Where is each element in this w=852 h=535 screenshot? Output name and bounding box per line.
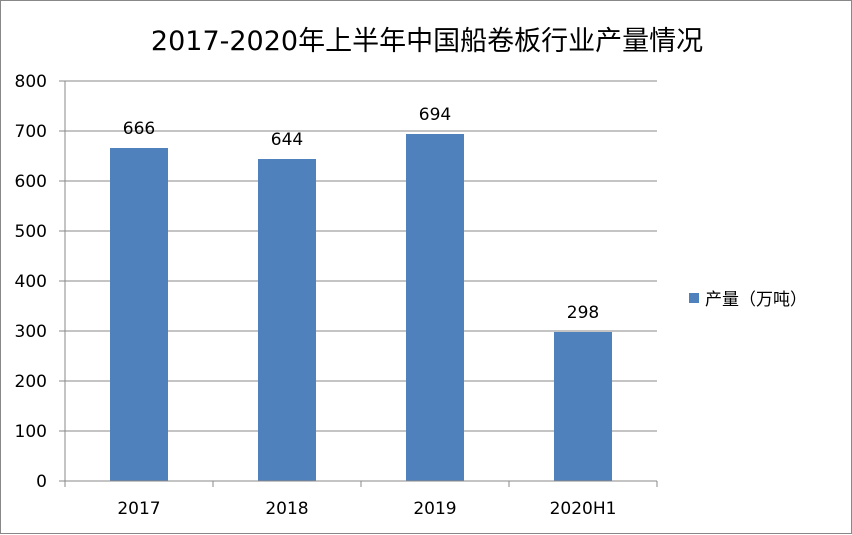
data-label: 298	[567, 303, 599, 323]
y-tick-label: 500	[15, 222, 47, 242]
data-label: 644	[271, 130, 303, 150]
legend: 产量（万吨）	[689, 285, 807, 310]
y-tick-label: 100	[15, 422, 47, 442]
y-tick-label: 800	[15, 72, 47, 92]
legend-swatch	[689, 292, 699, 303]
data-label: 666	[123, 119, 155, 139]
y-tick-label: 600	[15, 172, 47, 192]
x-tick-label: 2019	[413, 499, 456, 519]
bar	[110, 148, 168, 481]
y-tick-label: 700	[15, 122, 47, 142]
y-tick-label: 400	[15, 272, 47, 292]
bar	[554, 332, 612, 481]
x-tick-label: 2018	[265, 499, 308, 519]
data-label: 694	[419, 105, 451, 125]
x-tick-label: 2020H1	[550, 499, 617, 519]
y-tick-label: 300	[15, 322, 47, 342]
x-tick-label: 2017	[117, 499, 160, 519]
bar	[258, 159, 316, 481]
y-tick-label: 200	[15, 372, 47, 392]
legend-label: 产量（万吨）	[705, 290, 807, 310]
chart-title: 2017-2020年上半年中国船卷板行业产量情况	[150, 26, 704, 57]
y-tick-label: 0	[36, 472, 47, 492]
bar	[406, 134, 464, 481]
